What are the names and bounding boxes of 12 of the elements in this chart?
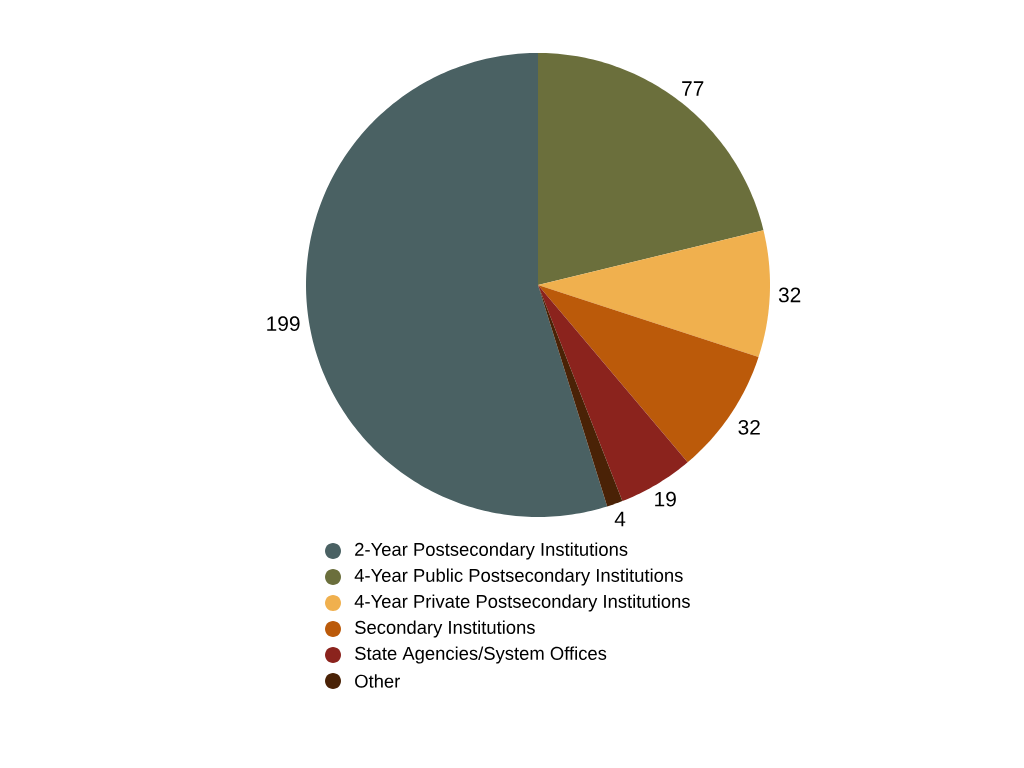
legend-label: 4-Year Private Postsecondary Institutions	[354, 594, 690, 612]
data-label: 199	[267, 316, 300, 332]
data-label: 77	[682, 81, 704, 96]
data-label: 4	[614, 511, 626, 527]
data-label: 32	[738, 419, 760, 435]
legend-label: 2-Year Postsecondary Institutions	[355, 542, 628, 560]
data-label: 19	[655, 491, 676, 507]
legend-label: Secondary Institutions	[355, 620, 535, 638]
legend-label: Other	[355, 674, 400, 688]
legend-label: 4-Year Public Postsecondary Institutions	[354, 568, 683, 586]
legend-label: State Agencies/System Offices	[355, 646, 607, 664]
data-label: 32	[778, 287, 801, 303]
